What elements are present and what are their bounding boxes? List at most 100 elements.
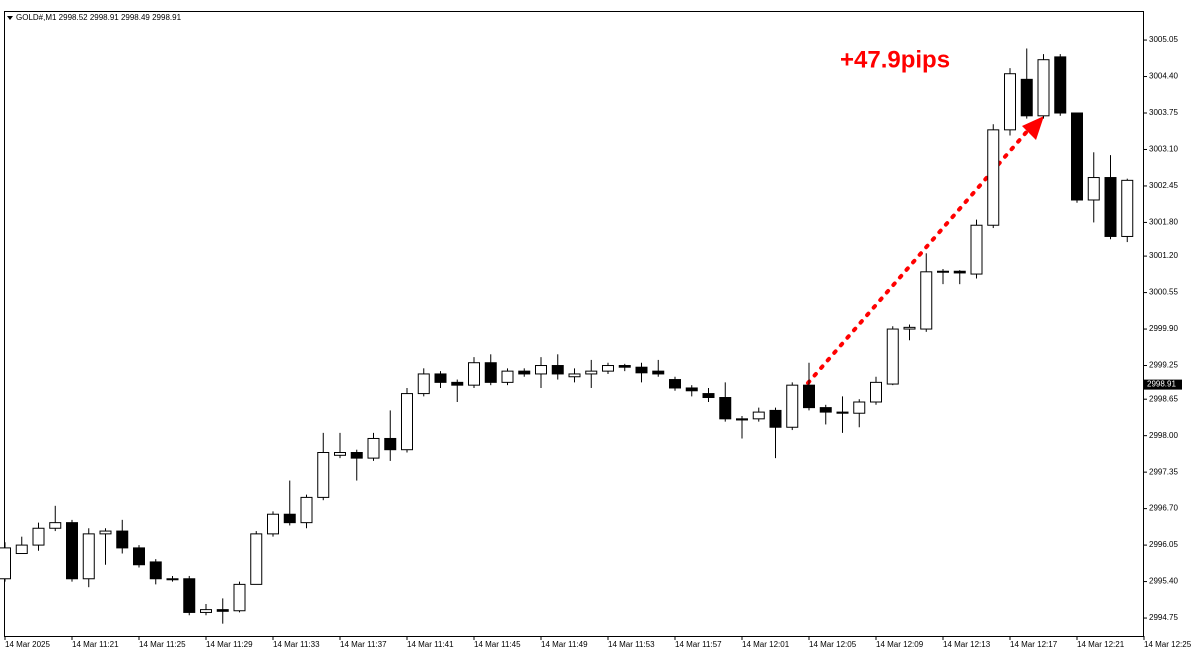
candle-body: [836, 411, 849, 414]
candle-body: [501, 370, 514, 383]
candle-body: [702, 393, 715, 399]
y-tick-label: 3002.45: [1149, 181, 1178, 190]
x-tick-label: 14 Mar 11:57: [675, 640, 722, 649]
candle-body: [551, 365, 564, 375]
candle-body: [669, 379, 681, 389]
y-tick-label: 2994.75: [1149, 613, 1178, 622]
plot-frame: [4, 11, 1144, 637]
candle-body: [116, 530, 129, 549]
candle-body: [384, 437, 397, 451]
candle-body: [1104, 177, 1117, 237]
candle-body: [719, 397, 732, 420]
x-tick-label: 14 Mar 12:21: [1077, 640, 1125, 649]
candle-body: [953, 270, 966, 274]
y-tick-label: 3003.10: [1149, 145, 1178, 154]
candle-body: [920, 271, 933, 330]
candle-body: [1071, 112, 1083, 201]
candle-body: [417, 373, 430, 395]
candle-body: [15, 544, 28, 555]
candle-body: [300, 496, 313, 524]
x-tick-label: 14 Mar 11:41: [407, 640, 454, 649]
y-tick-label: 2999.90: [1149, 324, 1178, 333]
candle-body: [99, 530, 112, 535]
menu-triangle[interactable]: [7, 16, 13, 20]
last-price-label: 2998.91: [1147, 380, 1176, 389]
candle-body: [903, 326, 916, 330]
y-tick-label: 2998.65: [1149, 394, 1178, 403]
candle-body: [317, 452, 330, 498]
x-tick-label: 14 Mar 12:25: [1144, 640, 1192, 649]
y-tick-label: 2999.25: [1149, 361, 1178, 370]
x-tick-label: 14 Mar 11:49: [541, 640, 588, 649]
candle-body: [66, 522, 78, 580]
y-tick-label: 3003.75: [1149, 108, 1178, 117]
candle-body: [535, 365, 547, 375]
candle-body: [987, 129, 1000, 226]
candle-body: [334, 452, 346, 456]
x-tick-label: 14 Mar 11:45: [474, 640, 521, 649]
candle-body: [769, 409, 782, 428]
candle-body: [635, 366, 648, 374]
candle-body: [250, 533, 263, 585]
y-tick-label: 2996.05: [1149, 540, 1178, 549]
candle-body: [585, 370, 598, 375]
candle-body: [468, 362, 480, 386]
candle-body: [216, 609, 229, 612]
y-tick-label: 2995.40: [1149, 577, 1178, 586]
candle-body: [736, 418, 748, 421]
candle-body: [685, 387, 698, 392]
candle-body: [367, 437, 380, 459]
x-tick-label: 14 Mar 2025: [5, 640, 50, 649]
candle-body: [803, 384, 815, 409]
candle-body: [752, 411, 765, 420]
x-tick-label: 14 Mar 11:25: [139, 640, 186, 649]
y-tick-label: 3005.05: [1149, 35, 1178, 44]
x-tick-label: 14 Mar 11:37: [340, 640, 387, 649]
candle-body: [1054, 56, 1067, 114]
candle-body: [484, 362, 497, 383]
y-tick-label: 3004.40: [1149, 72, 1178, 81]
candle-body: [133, 547, 145, 566]
candle-body: [618, 365, 631, 368]
chart-title: GOLD#,M1 2998.52 2998.91 2998.49 2998.91: [16, 13, 182, 22]
last-price-box: [1144, 379, 1182, 390]
candle-body: [518, 370, 531, 375]
candle-body: [937, 270, 949, 273]
x-tick-label: 14 Mar 12:09: [876, 640, 924, 649]
candle-body: [568, 373, 581, 378]
y-tick-label: 2997.35: [1149, 467, 1178, 476]
x-tick-label: 14 Mar 11:21: [72, 640, 119, 649]
x-tick-label: 14 Mar 11:33: [273, 640, 320, 649]
candle-body: [32, 527, 45, 546]
candle-body: [1087, 177, 1100, 201]
candle-body: [434, 373, 447, 383]
candle-body: [267, 513, 279, 535]
candle-body: [166, 578, 179, 581]
x-tick-label: 14 Mar 11:53: [608, 640, 655, 649]
y-tick-label: 2996.70: [1149, 504, 1178, 513]
candle-body: [886, 328, 899, 385]
candle-body: [652, 370, 665, 375]
annotation: +47.9pips: [840, 46, 950, 73]
candle-body: [1020, 78, 1033, 117]
candle-body: [82, 533, 95, 580]
candle-body: [970, 224, 983, 275]
candle-body: [1004, 73, 1016, 131]
x-tick-label: 14 Mar 12:01: [742, 640, 790, 649]
candle-body: [283, 513, 296, 524]
candle-body: [183, 578, 196, 613]
candle-body: [853, 401, 866, 414]
candle-body: [1121, 179, 1134, 237]
candle-body: [0, 547, 11, 580]
x-tick-label: 14 Mar 12:13: [943, 640, 991, 649]
y-tick-label: 3000.55: [1149, 288, 1178, 297]
y-tick-label: 2998.00: [1149, 431, 1178, 440]
x-tick-label: 14 Mar 12:05: [809, 640, 857, 649]
candle-body: [350, 452, 363, 459]
candle-body: [451, 381, 464, 386]
candle-body: [49, 522, 62, 529]
candle-body: [200, 609, 212, 613]
arrow-head: [1022, 116, 1044, 140]
